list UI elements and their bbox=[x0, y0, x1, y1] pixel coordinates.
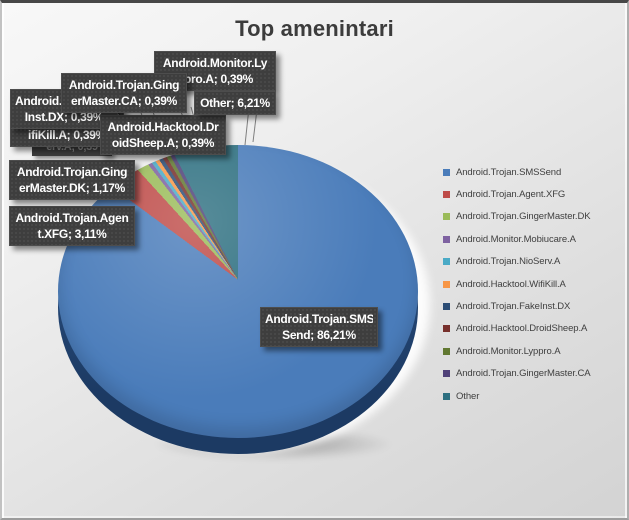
legend-item[interactable]: Android.Trojan.GingerMaster.CA bbox=[443, 363, 627, 385]
data-label-line: ppro.A; 0,39% bbox=[176, 72, 254, 86]
legend-label: Other bbox=[456, 390, 480, 402]
data-label-line: Send; 86,21% bbox=[282, 328, 356, 342]
data-label-line: Android.Monitor.Ly bbox=[162, 56, 268, 70]
data-label-line: Android.Trojan.Ging bbox=[16, 165, 128, 179]
legend-item[interactable]: Android.Monitor.Mobiucare.A bbox=[443, 228, 627, 250]
data-label-line: Other; 6,21% bbox=[200, 96, 270, 110]
legend-label: Android.Monitor.Lyppro.A bbox=[456, 345, 561, 357]
data-label-line: ifiKill.A; 0,39% bbox=[28, 128, 106, 142]
legend-swatch bbox=[443, 168, 450, 176]
data-label-line: erMaster.CA; 0,39% bbox=[71, 94, 177, 108]
legend-swatch bbox=[443, 370, 450, 378]
legend-swatch bbox=[443, 235, 450, 243]
legend-label: Android.Trojan.GingerMaster.CA bbox=[456, 368, 591, 380]
legend-label: Android.Trojan.Agent.XFG bbox=[456, 189, 566, 201]
legend-swatch bbox=[443, 213, 450, 221]
legend-label: Android.Trojan.SMSSend bbox=[456, 166, 562, 178]
legend-swatch bbox=[443, 280, 450, 288]
legend-item[interactable]: Android.Hacktool.WifiKill.A bbox=[443, 273, 627, 295]
legend-item[interactable]: Android.Trojan.GingerMaster.DK bbox=[443, 206, 627, 228]
legend-label: Android.Monitor.Mobiucare.A bbox=[456, 233, 576, 245]
legend-label: Android.Hacktool.DroidSheep.A bbox=[456, 323, 588, 335]
legend-label: Android.Trojan.FakeInst.DX bbox=[456, 301, 571, 313]
data-label-line: Android.Hacktool.Dr bbox=[107, 120, 219, 134]
data-label-line: t.XFG; 3,11% bbox=[37, 227, 107, 241]
legend-label: Android.Trojan.GingerMaster.DK bbox=[456, 211, 591, 223]
chart-title: Top amenintari bbox=[235, 16, 394, 41]
legend-item[interactable]: Android.Trojan.SMSSend bbox=[443, 161, 627, 183]
legend-item[interactable]: Android.Hacktool.DroidSheep.A bbox=[443, 318, 627, 340]
legend-label: Android.Hacktool.WifiKill.A bbox=[456, 278, 566, 290]
data-label-gingermaster-dk[interactable]: Android.Trojan.Ging erMaster.DK; 1,17% bbox=[9, 160, 135, 200]
data-label-line: Inst.DX; 0,39% bbox=[24, 110, 104, 124]
data-label-line: Android.Trojan.SMS bbox=[265, 312, 373, 326]
data-label-line: oidSheep.A; 0,39% bbox=[111, 136, 215, 150]
data-label-line: erMaster.DK; 1,17% bbox=[19, 181, 125, 195]
legend: Android.Trojan.SMSSend Android.Trojan.Age… bbox=[443, 161, 627, 407]
legend-item[interactable]: Android.Trojan.NioServ.A bbox=[443, 251, 627, 273]
legend-swatch bbox=[443, 347, 450, 355]
legend-item[interactable]: Android.Trojan.FakeInst.DX bbox=[443, 295, 627, 317]
legend-swatch bbox=[443, 191, 450, 199]
data-label-line: Android.Trojan.Agen bbox=[15, 211, 129, 225]
data-label-smssend[interactable]: Android.Trojan.SMS Send; 86,21% bbox=[260, 307, 378, 347]
data-label-agent-xfg[interactable]: Android.Trojan.Agen t.XFG; 3,11% bbox=[9, 206, 135, 246]
legend-item[interactable]: Other bbox=[443, 385, 627, 407]
pie-chart[interactable] bbox=[58, 145, 418, 438]
legend-swatch bbox=[443, 392, 450, 400]
legend-item[interactable]: Android.Trojan.Agent.XFG bbox=[443, 183, 627, 205]
legend-swatch bbox=[443, 258, 450, 266]
legend-label: Android.Trojan.NioServ.A bbox=[456, 256, 561, 268]
legend-swatch bbox=[443, 325, 450, 333]
data-label-gingermaster-ca[interactable]: Android.Trojan.Ging erMaster.CA; 0,39% bbox=[61, 73, 187, 113]
data-label-other[interactable]: Other; 6,21% bbox=[194, 91, 276, 115]
data-label-line: Android.Trojan.Ging bbox=[68, 78, 180, 92]
legend-item[interactable]: Android.Monitor.Lyppro.A bbox=[443, 340, 627, 362]
legend-swatch bbox=[443, 303, 450, 311]
data-label-droidsheep[interactable]: Android.Hacktool.Dr oidSheep.A; 0,39% bbox=[100, 115, 226, 155]
